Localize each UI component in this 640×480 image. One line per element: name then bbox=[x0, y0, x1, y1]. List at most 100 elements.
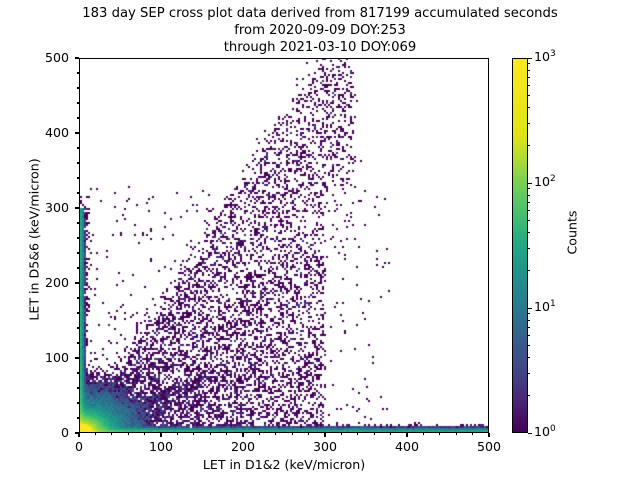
x-tick-300 bbox=[324, 433, 326, 437]
y-minor-tick bbox=[76, 387, 79, 389]
colorbar-tick-1e0 bbox=[528, 432, 532, 434]
x-ticklabel-300: 300 bbox=[312, 439, 338, 454]
x-minor-tick bbox=[144, 433, 146, 436]
colorbar-minor-tick bbox=[528, 232, 531, 234]
chart-title-line-3: through 2021-03-10 DOY:069 bbox=[223, 40, 417, 55]
colorbar-minor-tick bbox=[528, 69, 531, 71]
x-minor-tick bbox=[291, 433, 293, 436]
colorbar-tick-1e1 bbox=[528, 307, 532, 309]
x-minor-tick bbox=[176, 433, 178, 436]
y-tick-200 bbox=[75, 282, 79, 284]
colorbar-label: Counts bbox=[564, 210, 580, 255]
y-tick-0 bbox=[75, 432, 79, 434]
y-minor-tick bbox=[76, 342, 79, 344]
y-ticklabel-100: 100 bbox=[44, 350, 69, 365]
y-minor-tick bbox=[76, 72, 79, 74]
colorbar-minor-tick bbox=[528, 107, 531, 109]
x-minor-tick bbox=[390, 433, 392, 436]
y-tick-400 bbox=[75, 132, 79, 134]
y-ticklabel-200: 200 bbox=[44, 275, 69, 290]
colorbar-tick-1e3 bbox=[528, 57, 532, 59]
y-tick-300 bbox=[75, 207, 79, 209]
colorbar-minor-tick bbox=[528, 85, 531, 87]
x-minor-tick bbox=[258, 433, 260, 436]
colorbar-minor-tick bbox=[528, 326, 531, 328]
y-minor-tick bbox=[76, 87, 79, 89]
colorbar-minor-tick bbox=[528, 220, 531, 222]
y-axis-label: LET in D5&6 (keV/micron) bbox=[26, 158, 42, 321]
y-minor-tick bbox=[76, 252, 79, 254]
colorbar-minor-tick bbox=[528, 95, 531, 97]
x-tick-100 bbox=[160, 433, 162, 437]
x-minor-tick bbox=[111, 433, 113, 436]
colorbar-minor-tick bbox=[528, 319, 531, 321]
y-minor-tick bbox=[76, 312, 79, 314]
colorbar-ticklabel-1e3: 103 bbox=[534, 49, 556, 64]
y-minor-tick bbox=[76, 297, 79, 299]
chart-title: 183 day SEP cross plot data derived from… bbox=[0, 5, 640, 56]
x-minor-tick bbox=[472, 433, 474, 436]
colorbar-minor-tick bbox=[528, 144, 531, 146]
x-tick-0 bbox=[78, 433, 80, 437]
colorbar-minor-tick bbox=[528, 188, 531, 190]
x-ticklabel-400: 400 bbox=[394, 439, 420, 454]
x-ticklabel-200: 200 bbox=[230, 439, 256, 454]
x-tick-500 bbox=[488, 433, 490, 437]
y-minor-tick bbox=[76, 177, 79, 179]
x-minor-tick bbox=[275, 433, 277, 436]
colorbar-ticklabel-1e2: 102 bbox=[534, 174, 556, 189]
x-minor-tick bbox=[439, 433, 441, 436]
y-minor-tick bbox=[76, 372, 79, 374]
colorbar-tick-1e2 bbox=[528, 182, 532, 184]
chart-title-line-1: 183 day SEP cross plot data derived from… bbox=[82, 6, 558, 21]
colorbar-minor-tick bbox=[528, 269, 531, 271]
colorbar-minor-tick bbox=[528, 394, 531, 396]
y-minor-tick bbox=[76, 237, 79, 239]
colorbar-minor-tick bbox=[528, 76, 531, 78]
y-tick-500 bbox=[75, 57, 79, 59]
colorbar-ticklabel-1e1: 101 bbox=[534, 299, 556, 314]
plot-axes-frame bbox=[79, 58, 489, 433]
y-ticklabel-400: 400 bbox=[44, 125, 69, 140]
y-minor-tick bbox=[76, 162, 79, 164]
x-minor-tick bbox=[357, 433, 359, 436]
x-ticklabel-100: 100 bbox=[148, 439, 174, 454]
y-ticklabel-300: 300 bbox=[44, 200, 69, 215]
y-minor-tick bbox=[76, 327, 79, 329]
x-minor-tick bbox=[127, 433, 129, 436]
colorbar-minor-tick bbox=[528, 345, 531, 347]
colorbar-minor-tick bbox=[528, 335, 531, 337]
colorbar-minor-tick bbox=[528, 201, 531, 203]
y-tick-100 bbox=[75, 357, 79, 359]
x-minor-tick bbox=[373, 433, 375, 436]
x-tick-200 bbox=[242, 433, 244, 437]
y-minor-tick bbox=[76, 402, 79, 404]
colorbar-minor-tick bbox=[528, 357, 531, 359]
x-minor-tick bbox=[340, 433, 342, 436]
y-minor-tick bbox=[76, 147, 79, 149]
x-minor-tick bbox=[455, 433, 457, 436]
colorbar-ticklabel-1e0: 100 bbox=[534, 424, 556, 439]
y-minor-tick bbox=[76, 267, 79, 269]
x-axis-label: LET in D1&2 (keV/micron) bbox=[202, 457, 366, 472]
x-minor-tick bbox=[422, 433, 424, 436]
y-minor-tick bbox=[76, 117, 79, 119]
colorbar-minor-tick bbox=[528, 210, 531, 212]
colorbar-minor-tick bbox=[528, 247, 531, 249]
x-minor-tick bbox=[226, 433, 228, 436]
y-ticklabel-0: 0 bbox=[60, 425, 69, 440]
x-minor-tick bbox=[193, 433, 195, 436]
colorbar-minor-tick bbox=[528, 313, 531, 315]
x-minor-tick bbox=[209, 433, 211, 436]
colorbar-minor-tick bbox=[528, 372, 531, 374]
scatter-density-plot bbox=[80, 59, 488, 432]
x-tick-400 bbox=[406, 433, 408, 437]
y-minor-tick bbox=[76, 417, 79, 419]
colorbar-minor-tick bbox=[528, 122, 531, 124]
y-minor-tick bbox=[76, 102, 79, 104]
y-ticklabel-500: 500 bbox=[44, 50, 69, 65]
colorbar-minor-tick bbox=[528, 63, 531, 65]
x-minor-tick bbox=[308, 433, 310, 436]
chart-title-line-2: from 2020-09-09 DOY:253 bbox=[234, 23, 406, 38]
